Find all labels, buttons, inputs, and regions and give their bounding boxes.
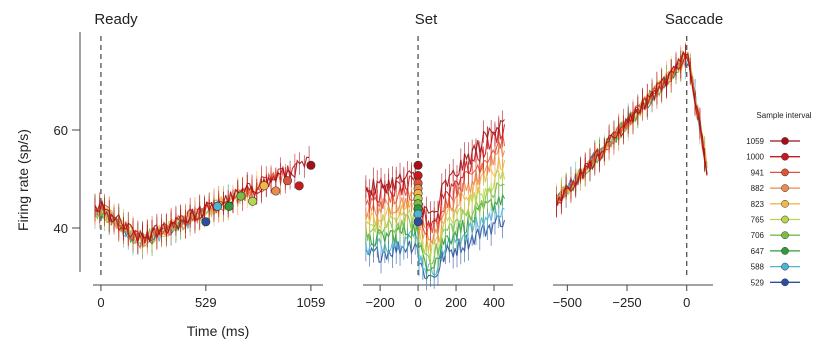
endpoint-dot-0-529 [201,217,211,227]
panel-title-saccade: Saccade [665,11,723,28]
x-tick-label-1-2: 200 [445,295,467,310]
endpoint-dot-0-647 [224,201,234,211]
x-tick-label-0-2: 1059 [296,295,325,310]
x-tick-label-0-0: 0 [97,295,104,310]
legend-marker-941 [781,168,789,177]
panel-title-ready: Ready [94,11,138,28]
endpoint-dot-1-529 [413,217,423,227]
endpoint-dot-0-1059 [306,160,316,170]
y-tick-label-40: 40 [54,221,68,236]
legend: Sample interval 1059 1000 941 882 823 765 706 6… [746,111,812,287]
legend-label-1059: 1059 [746,137,764,146]
panel-title-set: Set [415,11,438,28]
series-line-1-941 [365,133,506,237]
legend-label-765: 765 [751,216,765,225]
legend-label-588: 588 [751,263,765,272]
legend-marker-1000 [781,152,789,161]
legend-marker-588 [781,262,789,271]
endpoint-dot-1-1059 [413,160,423,170]
x-tick-label-2-2: 0 [683,295,690,310]
y-axis-label: Firing rate (sp/s) [15,129,31,231]
legend-marker-823 [781,199,789,208]
legend-label-823: 823 [751,200,765,209]
series-line-1-588 [365,203,505,276]
endpoint-dot-0-588 [213,201,223,211]
x-tick-label-2-0: −500 [553,295,582,310]
series-line-2-1000 [556,53,708,207]
endpoint-dot-1-1000 [413,171,423,181]
series-line-2-1059 [556,50,708,206]
x-tick-label-1-3: 400 [483,295,505,310]
legend-label-647: 647 [751,247,765,256]
legend-marker-706 [781,231,789,240]
legend-marker-1059 [781,137,789,145]
legend-label-529: 529 [751,278,765,287]
endpoint-dot-0-765 [248,196,258,206]
legend-title: Sample interval [756,111,811,120]
series-line-1-765 [365,168,506,259]
x-tick-label-1-0: −200 [365,295,394,310]
x-tick-label-1-1: 0 [414,295,421,310]
legend-marker-765 [781,215,789,224]
x-tick-label-2-1: −250 [612,295,641,310]
y-tick-label-60: 60 [54,123,68,138]
legend-label-882: 882 [751,184,765,193]
chart-marks: 0 529 1059 −200 0 200 400 −500 −250 0 [93,36,713,310]
legend-marker-529 [781,278,789,287]
series-line-0-765 [94,188,253,249]
endpoint-dot-0-941 [283,176,293,186]
endpoint-dot-0-1000 [294,181,304,191]
endpoint-dot-0-882 [271,186,281,196]
legend-label-1000: 1000 [746,153,764,162]
series-line-2-882 [556,51,708,206]
series-line-2-706 [556,54,708,207]
endpoint-dot-0-823 [259,181,269,191]
series-line-0-1059 [94,156,310,245]
legend-label-706: 706 [751,231,765,240]
x-axis-label: Time (ms) [187,323,249,339]
legend-marker-882 [781,184,789,192]
legend-label-941: 941 [751,168,765,177]
series-line-1-1059 [365,119,505,216]
legend-marker-647 [781,247,789,255]
x-tick-label-0-1: 529 [195,295,217,310]
endpoint-dot-1-588 [413,209,423,219]
endpoint-dot-0-706 [236,191,246,201]
series-line-0-823 [94,178,265,243]
